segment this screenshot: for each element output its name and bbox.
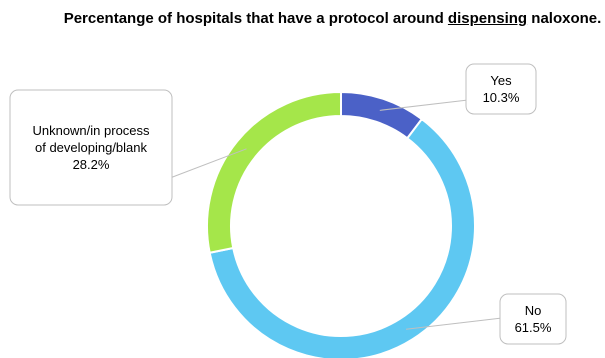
slice-1-label-line-2: 10.3% — [483, 90, 520, 105]
slice-3-label-line-1: Unknown/in process — [32, 123, 150, 138]
slice-3-label-line-2: of developing/blank — [35, 140, 148, 155]
slice-3 — [207, 92, 341, 253]
slice-2-label-line-2: 61.5% — [515, 320, 552, 335]
slice-1 — [341, 92, 422, 138]
callout-box-2 — [500, 294, 566, 344]
slice-3-label-line-3: 28.2% — [73, 157, 110, 172]
donut-slices — [207, 92, 475, 358]
slice-2-label-line-1: No — [525, 303, 542, 318]
slice-1-label-line-1: Yes — [490, 73, 512, 88]
callout-box-1 — [466, 64, 536, 114]
